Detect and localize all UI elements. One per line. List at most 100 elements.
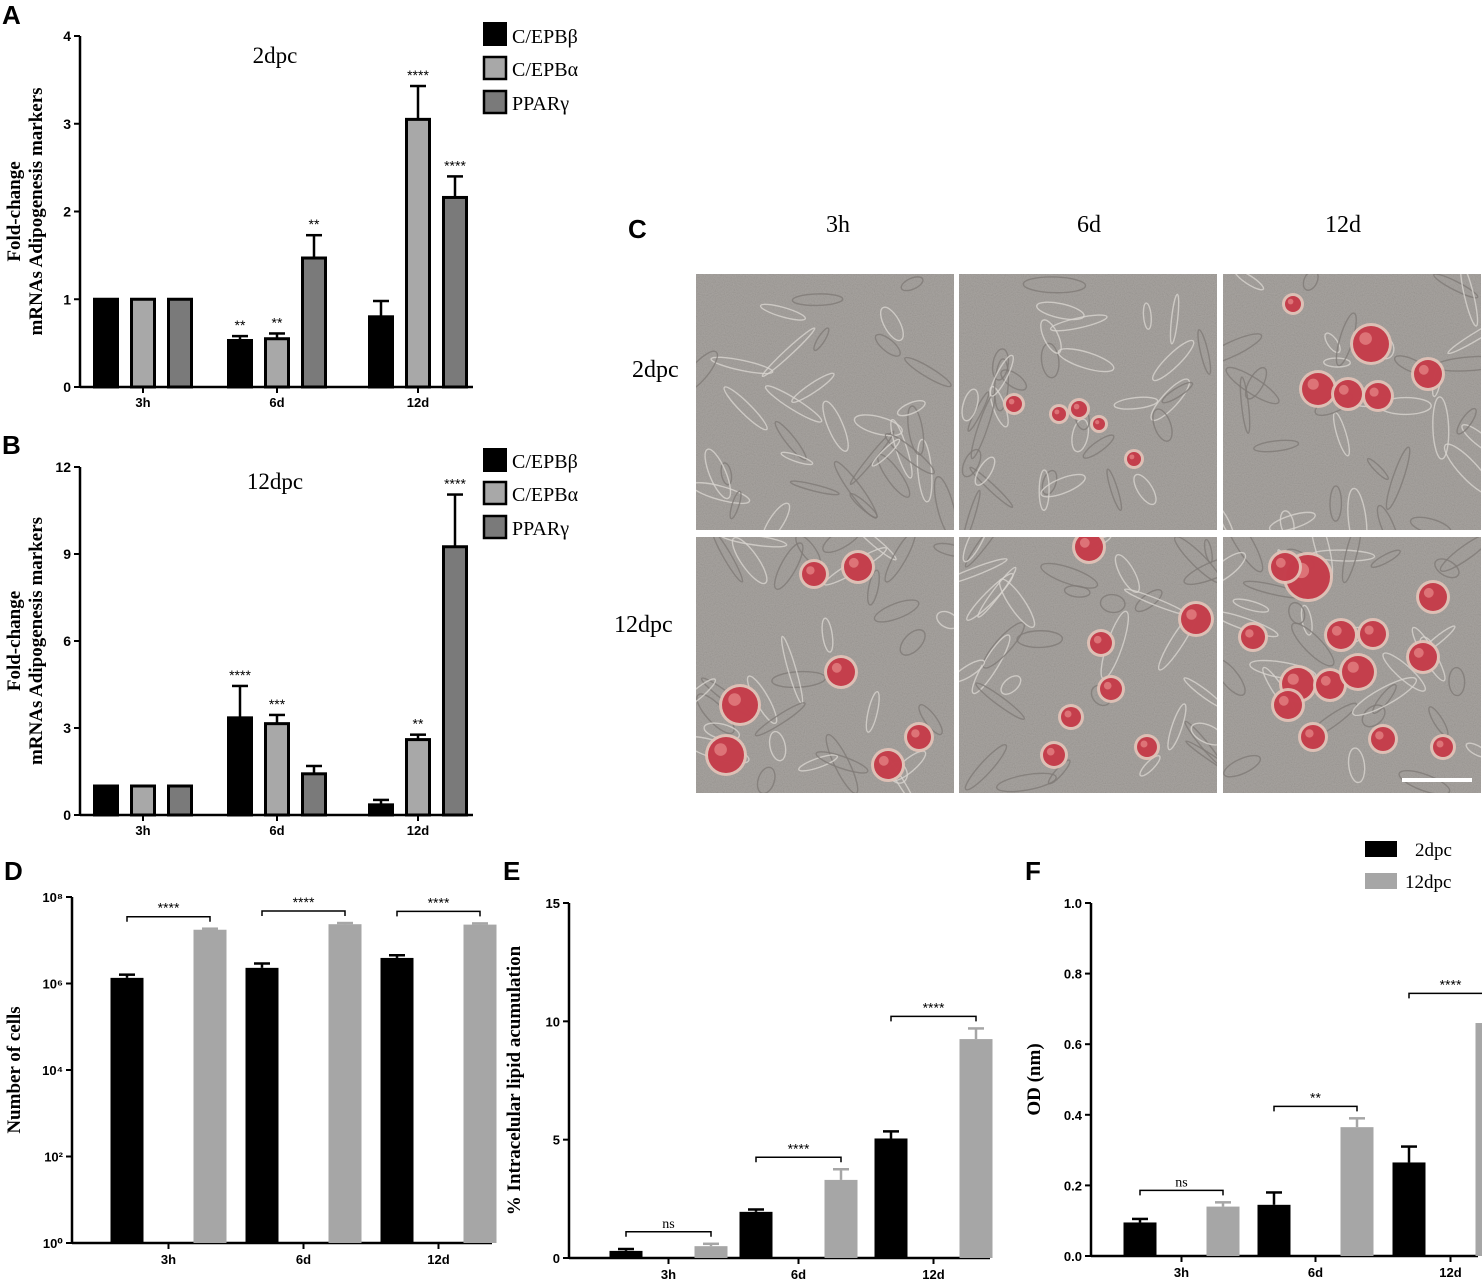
lipid-highlight bbox=[1186, 609, 1197, 620]
cell-outline bbox=[1448, 666, 1466, 697]
cell-outline bbox=[866, 569, 880, 606]
cell-outline bbox=[1302, 274, 1319, 291]
bar bbox=[264, 722, 290, 817]
legend-label-ppar: PPARγ bbox=[512, 93, 569, 115]
x-tick-label: 6d bbox=[269, 823, 284, 838]
bar bbox=[405, 738, 431, 817]
cell-outline bbox=[959, 558, 1008, 587]
lipid-highlight bbox=[1307, 378, 1319, 390]
cell-outline bbox=[1038, 469, 1050, 512]
y-tick-label: 0.2 bbox=[1064, 1178, 1082, 1193]
cell-outline bbox=[1000, 369, 1028, 391]
lipid-highlight bbox=[1338, 384, 1349, 395]
micrograph-grid: 3h 6d 12d 2dpc 12dpc bbox=[614, 212, 1481, 793]
comparison-bracket bbox=[1408, 992, 1482, 999]
cell-outline bbox=[1057, 348, 1115, 373]
lipid-highlight bbox=[1245, 629, 1254, 638]
bar bbox=[368, 315, 394, 389]
y-tick-label: 2 bbox=[63, 204, 71, 220]
lipid-highlight bbox=[1140, 740, 1148, 748]
cell-outline bbox=[813, 327, 830, 352]
legend-label-ppar: PPARγ bbox=[512, 518, 569, 540]
legend-a: C/EPBβ C/EPBα PPARγ bbox=[482, 22, 579, 115]
comparison-bracket bbox=[1139, 1189, 1224, 1196]
lipid-highlight bbox=[1320, 675, 1331, 686]
lipid-droplet bbox=[1127, 452, 1141, 466]
lipid-highlight bbox=[1275, 557, 1286, 568]
cell-outline bbox=[1099, 593, 1126, 614]
comparison-label: **** bbox=[788, 1140, 810, 1156]
chart-f: OD (nm) 0.0 0.2 0.4 0.6 0.8 1.0 3h ns 6d ** 12d **** bbox=[1024, 896, 1482, 1280]
y-axis-label-line: Fold-change bbox=[4, 591, 25, 691]
comparison-label: **** bbox=[923, 999, 945, 1015]
cell-outline bbox=[711, 537, 744, 583]
lipid-highlight bbox=[728, 693, 741, 706]
cell-outline bbox=[1279, 510, 1295, 530]
lipid-highlight bbox=[1331, 625, 1342, 636]
cell-outline bbox=[900, 276, 924, 292]
bar bbox=[442, 545, 468, 817]
cell-outline bbox=[1016, 630, 1064, 649]
cell-outline bbox=[1223, 658, 1246, 696]
legend-swatch-2dpc bbox=[1365, 841, 1397, 857]
bar bbox=[380, 957, 414, 1243]
cell-outline bbox=[1041, 469, 1058, 496]
cell-outline bbox=[1409, 516, 1452, 530]
cell-outline bbox=[1223, 537, 1264, 573]
cell-outline bbox=[918, 704, 943, 736]
chart-title: 2dpc bbox=[253, 43, 298, 68]
lipid-droplet bbox=[1100, 678, 1122, 700]
legend-label-cebpa: C/EPBα bbox=[512, 59, 579, 81]
panel-letter-f: F bbox=[1025, 856, 1041, 886]
chart-e: % Intracelular lipid acumulation 0 5 10 15 3h… bbox=[504, 896, 993, 1282]
cell-outline bbox=[1341, 537, 1362, 584]
cell-outline bbox=[998, 578, 1036, 629]
chart-title: 12dpc bbox=[247, 469, 303, 494]
y-tick-label: 3 bbox=[63, 720, 71, 736]
cell-outline bbox=[1161, 381, 1194, 404]
lipid-droplet bbox=[1433, 737, 1453, 757]
cell-outline bbox=[1167, 703, 1187, 751]
significance-label: ** bbox=[235, 317, 246, 333]
lipid-droplet bbox=[1360, 621, 1386, 647]
bar bbox=[1123, 1222, 1157, 1256]
cell-outline bbox=[1291, 622, 1335, 667]
cell-outline bbox=[1398, 769, 1451, 793]
lipid-droplet bbox=[827, 658, 855, 686]
cell-outline bbox=[974, 456, 996, 486]
cell-outline bbox=[933, 542, 954, 558]
cell-outline bbox=[969, 466, 1014, 508]
cell-outline bbox=[1134, 589, 1163, 613]
legend-label-cebpb: C/EPBβ bbox=[512, 26, 578, 48]
panel-letter-d: D bbox=[4, 856, 23, 886]
lipid-droplet bbox=[802, 562, 826, 586]
y-axis-label: OD (nm) bbox=[1024, 1043, 1045, 1115]
cell-outline bbox=[774, 420, 807, 461]
comparison-bracket bbox=[625, 1231, 712, 1237]
cell-outline bbox=[1300, 604, 1313, 636]
bar bbox=[227, 338, 253, 389]
cell-outline bbox=[874, 333, 901, 357]
legend-swatch-ppar bbox=[482, 514, 508, 540]
cell-outline bbox=[1152, 408, 1173, 442]
bar bbox=[1206, 1206, 1240, 1256]
lipid-highlight bbox=[911, 729, 920, 738]
legend-swatch-cebpb bbox=[483, 448, 507, 472]
lipid-droplet bbox=[1414, 360, 1442, 388]
y-tick-label: 3 bbox=[63, 116, 71, 132]
y-tick-label: 10⁶ bbox=[43, 977, 63, 992]
cell-outline bbox=[1456, 407, 1477, 435]
micrograph-tile bbox=[1223, 537, 1481, 793]
bar bbox=[609, 1250, 643, 1258]
cell-outline bbox=[1465, 742, 1481, 758]
cell-outline bbox=[961, 448, 982, 478]
cell-outline bbox=[1152, 339, 1195, 382]
y-tick-label: 0.6 bbox=[1064, 1037, 1082, 1052]
cell-outline bbox=[764, 385, 823, 423]
x-tick-label: 3h bbox=[661, 1267, 676, 1282]
cell-outline bbox=[1190, 722, 1217, 746]
lipid-droplet bbox=[1181, 604, 1211, 634]
cell-outline bbox=[704, 448, 732, 500]
cell-outline bbox=[822, 400, 849, 452]
cell-outline bbox=[798, 754, 839, 772]
